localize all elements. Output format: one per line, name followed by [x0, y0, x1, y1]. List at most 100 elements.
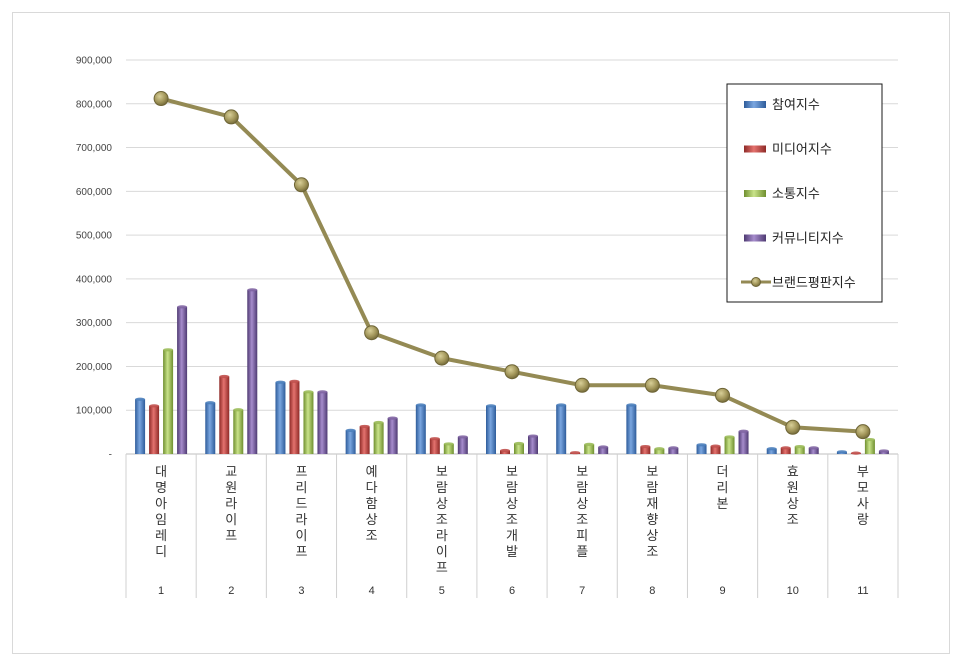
y-tick-label: 400,000 — [76, 274, 113, 285]
category-label-char: 보 — [576, 465, 588, 480]
bar-미디어지수 — [500, 450, 510, 454]
category-label-char: 상 — [646, 529, 658, 544]
bar-cap — [500, 448, 510, 453]
category-label-char: 이 — [295, 529, 307, 544]
bar-cap — [247, 288, 258, 292]
bar-cap — [640, 444, 651, 449]
category-label-char: 부 — [857, 465, 869, 480]
bar-cap — [724, 435, 735, 439]
bar-소통지수 — [443, 443, 454, 454]
bar-참여지수 — [766, 448, 777, 454]
bar-미디어지수 — [359, 426, 370, 454]
line-marker — [715, 387, 731, 403]
bar-cap — [415, 403, 426, 407]
bars — [135, 288, 889, 455]
category-label-char: 임 — [155, 513, 167, 528]
category-label-char: 피 — [576, 529, 588, 544]
bar-cap — [219, 374, 230, 379]
bar-cap — [626, 403, 637, 407]
category-label-char: 본 — [717, 497, 729, 512]
bar-cap — [696, 443, 707, 447]
category-label-char: 상 — [436, 497, 448, 512]
line-marker — [153, 91, 169, 107]
y-tick-label: 300,000 — [76, 318, 113, 329]
bar-cap — [654, 447, 665, 451]
category-label-char: 조 — [787, 513, 799, 528]
bar-소통지수 — [864, 439, 875, 454]
bar-참여지수 — [626, 404, 637, 454]
bar-cap — [556, 403, 567, 407]
bar-소통지수 — [373, 422, 384, 454]
bar-미디어지수 — [219, 376, 230, 454]
category-label-char: 발 — [506, 545, 518, 560]
bar-cap — [275, 380, 286, 384]
category-label-char: 상 — [506, 497, 518, 512]
bar-cap — [429, 437, 440, 441]
category-number: 10 — [787, 585, 799, 597]
category-label-char: 람 — [506, 481, 518, 496]
category-label-char: 원 — [787, 481, 799, 496]
bar-cap — [766, 447, 777, 451]
category-label-char: 조 — [646, 545, 658, 560]
bar-커뮤니티지수 — [317, 391, 328, 454]
bar-참여지수 — [415, 404, 426, 454]
category-label-char: 람 — [436, 481, 448, 496]
category-label-char: 보 — [436, 465, 448, 480]
legend-label: 커뮤니티지수 — [772, 232, 844, 247]
category-label-char: 드 — [295, 497, 307, 512]
y-tick-label: 600,000 — [76, 187, 113, 198]
category-label-char: 향 — [646, 513, 658, 528]
category-label-char: 레 — [155, 529, 167, 544]
category-label-char: 보 — [506, 465, 518, 480]
category-label-char: 리 — [295, 481, 307, 496]
category-label-char: 조 — [436, 513, 448, 528]
y-axis: - 100,000 200,000 300,000 400,000 500,000 600,… — [76, 56, 113, 461]
bar-cap — [373, 420, 384, 425]
bar-소통지수 — [233, 409, 244, 454]
x-axis: 대명아임레디1교원라이프2프리드라이프3예다함상조4보람상조라이프5보람상조개발… — [125, 453, 899, 598]
legend-label: 브랜드평판지수 — [772, 276, 856, 291]
category-number: 8 — [649, 585, 655, 597]
bar-참여지수 — [135, 399, 146, 454]
category-label-char: 조 — [576, 513, 588, 528]
category-label-char: 이 — [436, 545, 448, 560]
line-marker — [574, 377, 590, 393]
bar-cap — [808, 446, 819, 450]
bar-미디어지수 — [710, 446, 721, 454]
y-tick-label: 100,000 — [76, 406, 113, 417]
bar-참여지수 — [486, 405, 496, 454]
category-label-char: 원 — [225, 481, 237, 496]
category-label-char: 라 — [295, 513, 307, 528]
category-number: 9 — [719, 585, 725, 597]
category-label-char: 라 — [436, 529, 448, 544]
legend-label: 참여지수 — [772, 98, 820, 113]
bar-cap — [387, 416, 398, 420]
bar-참여지수 — [205, 402, 216, 454]
line-marker — [785, 419, 801, 435]
category-number: 6 — [509, 585, 515, 597]
category-label-char: 플 — [576, 545, 588, 560]
category-number: 5 — [439, 585, 445, 597]
category-number: 2 — [228, 585, 234, 597]
bar-cap — [486, 404, 496, 408]
category-label-char: 모 — [857, 481, 869, 496]
bar-커뮤니티지수 — [598, 446, 609, 454]
line-marker — [434, 350, 450, 366]
bar-cap — [850, 451, 861, 455]
line-marker — [504, 364, 520, 380]
bar-cap — [738, 429, 749, 433]
bar-참여지수 — [345, 430, 356, 454]
category-label-char: 프 — [225, 529, 237, 544]
bar-cap — [528, 434, 538, 438]
category-label-char: 디 — [155, 545, 167, 560]
bar-커뮤니티지수 — [457, 436, 468, 454]
category-number: 11 — [857, 585, 868, 597]
bar-cap — [794, 444, 805, 449]
category-label-char: 조 — [366, 529, 378, 544]
bar-cap — [163, 348, 174, 352]
category-label-char: 람 — [646, 481, 658, 496]
bar-cap — [177, 305, 188, 309]
category-label-char: 프 — [436, 561, 448, 576]
category-label-char: 리 — [717, 481, 729, 496]
